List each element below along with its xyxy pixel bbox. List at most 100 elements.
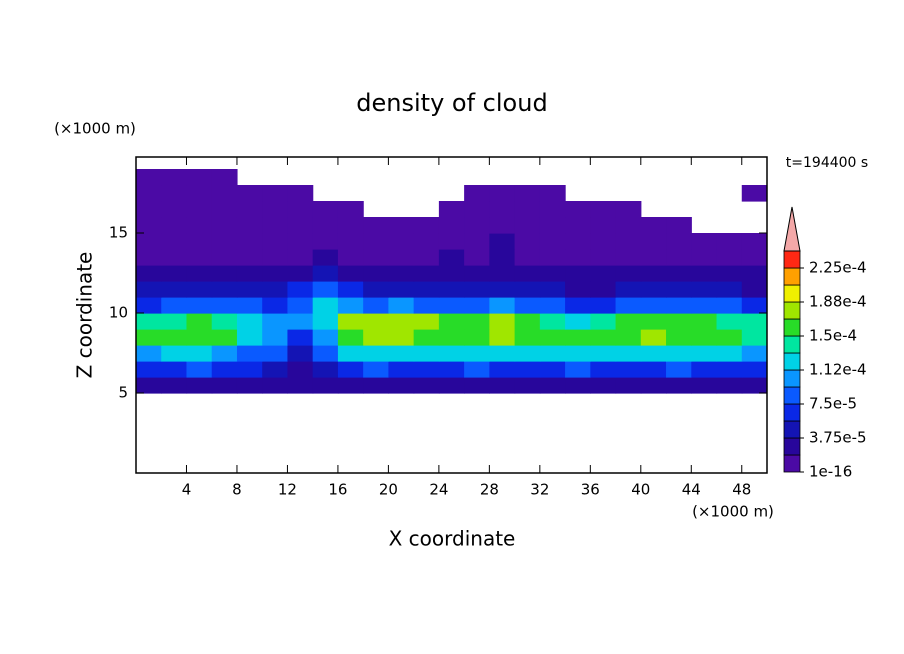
colorbar-band <box>783 284 801 303</box>
field-cell <box>161 377 188 394</box>
field-cell <box>161 217 188 234</box>
field-cell <box>186 313 213 330</box>
field-cell <box>161 249 188 266</box>
field-cell <box>186 249 213 266</box>
field-cell <box>489 201 516 218</box>
colorbar-band <box>783 454 801 473</box>
field-cell <box>489 281 516 298</box>
field-cell <box>716 377 743 394</box>
annotation: t=194400 s <box>786 155 868 171</box>
field-cell <box>539 377 566 394</box>
field-cell <box>262 297 289 314</box>
field-cell <box>691 233 718 250</box>
field-cell <box>464 217 490 234</box>
colorbar-band <box>783 403 801 422</box>
field-cell <box>565 377 591 394</box>
field-cell <box>236 217 263 234</box>
colorbar-band <box>783 335 801 354</box>
colorbar-band <box>783 250 801 269</box>
field-cell <box>691 329 718 346</box>
field <box>136 169 767 394</box>
field-cell <box>363 249 389 266</box>
field-cell <box>640 265 667 282</box>
field-cell <box>161 201 188 218</box>
field-cell <box>565 217 591 234</box>
field-cell <box>691 297 718 314</box>
x-tick-label: 12 <box>278 481 297 499</box>
field-cell <box>640 313 667 330</box>
field-cell <box>186 201 213 218</box>
field-cell <box>363 361 389 378</box>
field-cell <box>489 249 516 266</box>
x-tick-label: 44 <box>682 481 701 499</box>
colorbar-tick-label: 1.88e-4 <box>809 293 867 311</box>
field-cell <box>236 345 263 362</box>
field-cell <box>615 313 642 330</box>
field-cell <box>590 265 617 282</box>
field-cell <box>565 329 591 346</box>
field-cell <box>287 217 314 234</box>
field-cell <box>363 313 389 330</box>
field-cell <box>514 185 541 202</box>
field-cell <box>413 249 440 266</box>
field-cell <box>211 249 238 266</box>
field-cell <box>211 377 238 394</box>
field-cell <box>464 361 490 378</box>
field-cell <box>136 201 162 218</box>
field-cell <box>337 329 364 346</box>
field-cell <box>236 297 263 314</box>
colorbar-band <box>783 352 801 371</box>
field-cell <box>539 217 566 234</box>
field-cell <box>716 345 743 362</box>
field-cell <box>236 313 263 330</box>
x-tick-label: 16 <box>328 481 347 499</box>
field-cell <box>312 345 339 362</box>
field-cell <box>565 281 591 298</box>
field-cell <box>640 329 667 346</box>
field-cell <box>741 297 767 314</box>
field-cell <box>388 233 415 250</box>
field-cell <box>514 249 541 266</box>
field-cell <box>615 361 642 378</box>
field-cell <box>262 265 289 282</box>
field-cell <box>640 361 667 378</box>
field-cell <box>539 201 566 218</box>
field-cell <box>464 313 490 330</box>
field-cell <box>262 281 289 298</box>
x-tick-label: 32 <box>530 481 549 499</box>
field-cell <box>514 377 541 394</box>
field-cell <box>438 377 465 394</box>
field-cell <box>363 329 389 346</box>
field-cell <box>136 169 162 186</box>
field-cell <box>489 185 516 202</box>
field-cell <box>236 329 263 346</box>
field-cell <box>438 345 465 362</box>
field-cell <box>337 265 364 282</box>
field-cell <box>438 265 465 282</box>
field-cell <box>136 233 162 250</box>
field-cell <box>211 361 238 378</box>
x-tick-label: 36 <box>581 481 600 499</box>
field-cell <box>741 361 767 378</box>
field-cell <box>716 361 743 378</box>
field-cell <box>615 201 642 218</box>
field-cell <box>388 265 415 282</box>
field-cell <box>640 345 667 362</box>
field-cell <box>287 185 314 202</box>
field-cell <box>716 249 743 266</box>
chart-title: density of cloud <box>356 89 547 117</box>
x-axis-label: X coordinate <box>389 527 516 551</box>
field-cell <box>539 185 566 202</box>
field-cell <box>312 361 339 378</box>
field-cell <box>413 217 440 234</box>
field-cell <box>136 265 162 282</box>
field-cell <box>413 313 440 330</box>
field-cell <box>161 233 188 250</box>
field-cell <box>565 345 591 362</box>
field-cell <box>262 249 289 266</box>
field-cell <box>539 345 566 362</box>
field-cell <box>590 201 617 218</box>
field-cell <box>312 201 339 218</box>
field-cell <box>287 233 314 250</box>
